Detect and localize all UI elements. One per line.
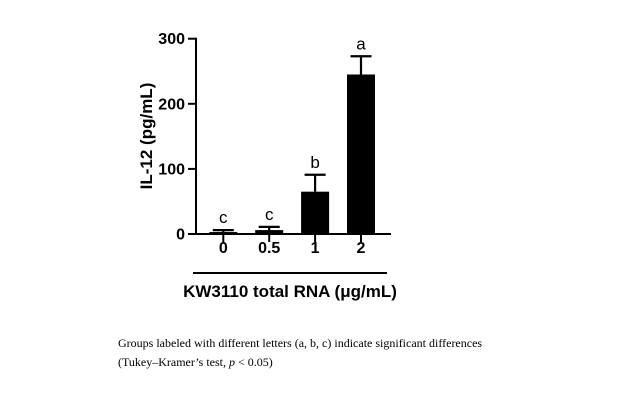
caption-line-2: (Tukey–Kramer’s test, p < 0.05) bbox=[118, 353, 558, 372]
error-bar-1 bbox=[304, 173, 326, 192]
x-tick-label-1: 1 bbox=[311, 240, 320, 257]
bar-2 bbox=[347, 74, 375, 234]
error-bar-2 bbox=[350, 55, 372, 75]
x-tick-label-0.5: 0.5 bbox=[258, 240, 280, 257]
sig-letter-b: b bbox=[310, 153, 319, 172]
y-tick-label-300: 300 bbox=[158, 31, 185, 48]
figure-caption: Groups labeled with different letters (a… bbox=[118, 334, 558, 372]
sig-letter-c: c bbox=[265, 205, 274, 224]
x-axis-title: KW3110 total RNA (μg/mL) bbox=[183, 282, 397, 301]
axis-spine bbox=[195, 37, 391, 235]
caption-line-2-prefix: (Tukey–Kramer’s test, bbox=[118, 355, 229, 369]
caption-line-2-suffix: < 0.05) bbox=[235, 355, 273, 369]
y-tick-label-200: 200 bbox=[158, 96, 185, 113]
caption-p-italic: p bbox=[229, 355, 235, 369]
x-tick-label-2: 2 bbox=[357, 240, 366, 257]
x-tick-label-0: 0 bbox=[219, 240, 228, 257]
y-tick-label-0: 0 bbox=[176, 227, 185, 244]
error-bar-0.5 bbox=[258, 225, 280, 231]
error-bar-0 bbox=[212, 228, 234, 233]
y-axis-title: IL-12 (pg/mL) bbox=[137, 83, 156, 190]
bar-chart: c c b a 0 100 200 300 0 0.5 1 2 KW3110 total RNA (μg… bbox=[137, 31, 397, 301]
bar-0.5 bbox=[255, 230, 284, 234]
caption-line-1: Groups labeled with different letters (a… bbox=[118, 336, 483, 350]
bar-1 bbox=[301, 191, 330, 234]
sig-letter-c: c bbox=[219, 208, 228, 227]
y-tick-label-100: 100 bbox=[158, 161, 185, 178]
sig-letter-a: a bbox=[356, 34, 366, 53]
